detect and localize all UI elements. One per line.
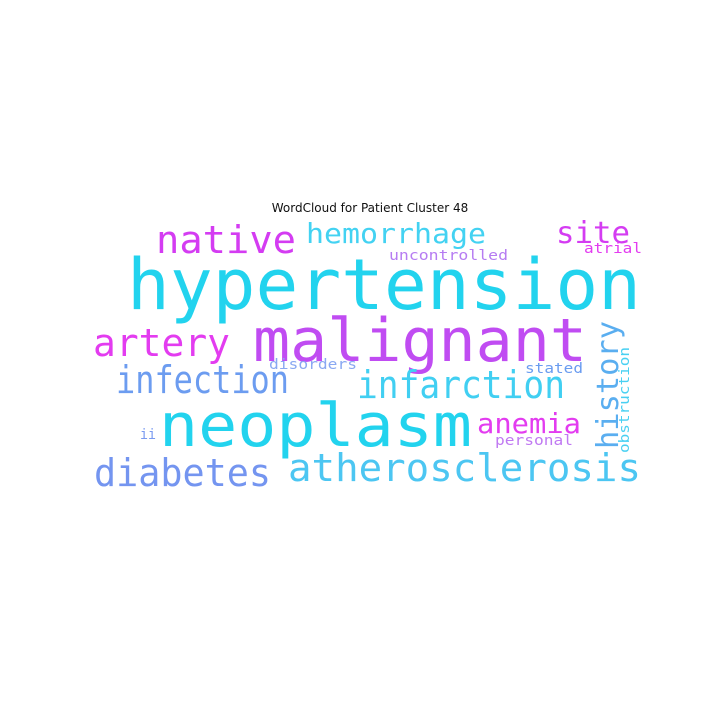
- word-disorders: disorders: [269, 357, 357, 373]
- word-hypertension: hypertension: [127, 244, 641, 326]
- word-ii: ii: [140, 427, 156, 443]
- word-hemorrhage: hemorrhage: [306, 217, 486, 250]
- word-uncontrolled: uncontrolled: [389, 248, 508, 264]
- word-obstruction: obstruction: [617, 347, 633, 453]
- word-diabetes: diabetes: [94, 451, 271, 495]
- word-malignant: malignant: [253, 306, 587, 376]
- word-site: site: [556, 216, 630, 251]
- word-personal: personal: [495, 433, 573, 449]
- word-atherosclerosis: atherosclerosis: [288, 446, 641, 490]
- word-artery: artery: [93, 321, 230, 365]
- word-infection: infection: [116, 358, 289, 402]
- word-neoplasm: neoplasm: [159, 391, 472, 461]
- word-history: history: [591, 321, 626, 449]
- figure-title: WordCloud for Patient Cluster 48: [271, 201, 469, 215]
- word-atrial: atrial: [584, 241, 642, 257]
- word-infarction: infarction: [357, 363, 565, 407]
- word-native: native: [156, 218, 296, 262]
- word-stated: stated: [525, 361, 583, 377]
- word-anemia: anemia: [477, 407, 581, 440]
